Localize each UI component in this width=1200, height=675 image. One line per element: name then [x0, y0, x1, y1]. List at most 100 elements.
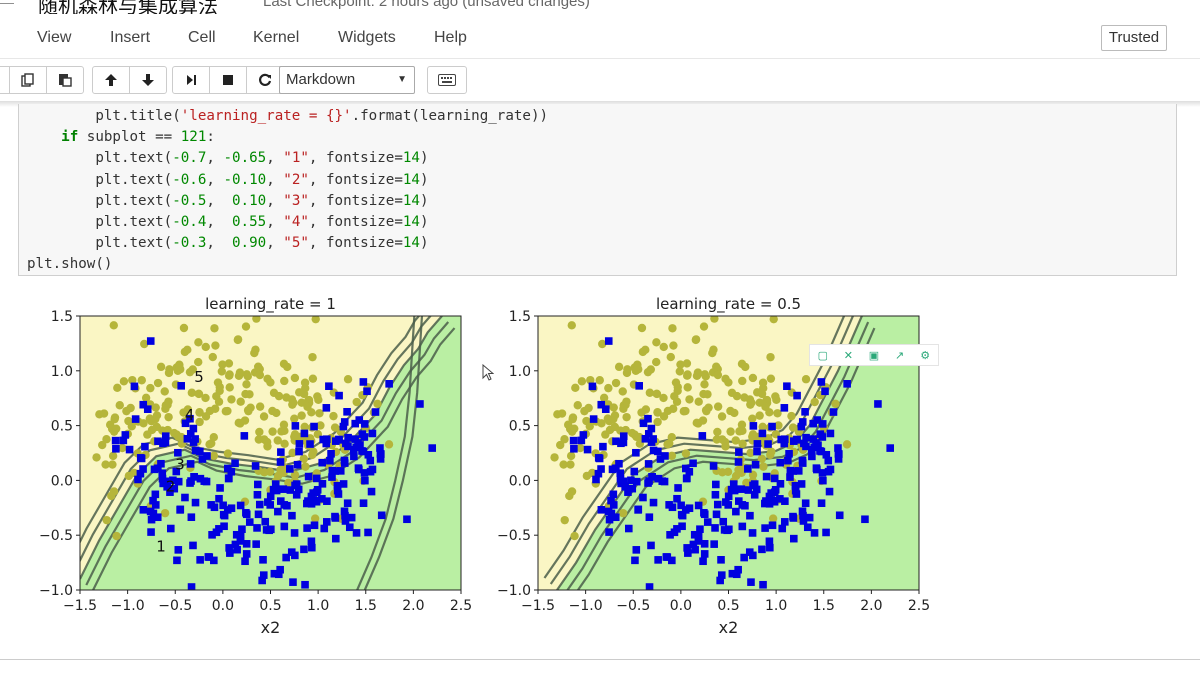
figure-share-icon[interactable]: ↗ — [894, 349, 905, 362]
class1-point — [728, 569, 737, 578]
class0-point — [300, 378, 310, 387]
class1-point — [719, 517, 728, 526]
annotation-label: 1 — [156, 538, 166, 556]
class1-point — [293, 460, 302, 469]
class1-point — [161, 477, 170, 486]
class1-point — [741, 501, 749, 510]
class1-point — [371, 408, 380, 416]
class0-point — [567, 321, 576, 330]
menu-widgets[interactable]: Widgets — [338, 29, 396, 46]
class0-point — [659, 342, 668, 352]
class1-point — [236, 532, 245, 541]
code-cell[interactable]: plt.title('learning_rate = {}'.format(le… — [18, 104, 1177, 276]
class1-point — [749, 551, 757, 560]
restart-button[interactable] — [247, 67, 283, 93]
figure-settings-icon[interactable]: ⚙ — [920, 349, 931, 362]
class1-point — [318, 480, 327, 488]
class1-point — [608, 465, 617, 474]
class1-point — [196, 474, 205, 483]
paste-button[interactable] — [47, 67, 83, 93]
menu-insert[interactable]: Insert — [110, 29, 151, 46]
class1-point — [157, 459, 165, 468]
class0-point — [244, 406, 253, 416]
class1-point — [717, 571, 726, 579]
class0-point — [668, 324, 677, 333]
class0-point — [240, 416, 250, 425]
class0-point — [194, 338, 203, 347]
class1-point — [187, 583, 196, 590]
class1-point — [694, 532, 703, 541]
figure-expand-icon[interactable]: ✕ — [843, 349, 853, 362]
class1-point — [821, 387, 829, 396]
class0-point — [139, 419, 148, 428]
class1-point — [312, 474, 321, 483]
class1-point — [242, 508, 250, 517]
class1-point — [644, 479, 652, 487]
class1-point — [716, 576, 724, 585]
keyboard-shortcuts-button[interactable] — [427, 66, 467, 94]
class0-point — [95, 410, 104, 419]
class1-point — [231, 459, 239, 468]
class0-point — [225, 383, 234, 392]
class1-point — [340, 456, 349, 465]
class1-point — [766, 543, 774, 552]
class0-point — [242, 380, 251, 389]
class0-point — [160, 508, 170, 518]
figure-save-icon[interactable]: ▢ — [817, 349, 828, 362]
code-editor[interactable]: plt.title('learning_rate = {}'.format(le… — [27, 106, 548, 276]
notebook-title[interactable]: 随机森林与集成算法 — [38, 0, 218, 14]
class1-point — [306, 440, 314, 448]
class1-point — [147, 528, 155, 536]
class1-point — [674, 484, 682, 492]
class1-point — [269, 485, 278, 494]
menu-view[interactable]: View — [37, 29, 72, 46]
class1-point — [303, 524, 311, 532]
cut-button[interactable] — [0, 67, 10, 93]
menu-kernel[interactable]: Kernel — [253, 29, 300, 46]
class0-point — [669, 341, 678, 350]
class1-point — [649, 446, 658, 455]
class1-point — [333, 486, 342, 495]
y-tick-label: −1.0 — [497, 583, 531, 599]
class0-point — [300, 422, 309, 432]
class0-point — [195, 407, 204, 417]
copy-button[interactable] — [10, 67, 47, 93]
class1-point — [703, 518, 712, 526]
class1-point — [363, 387, 371, 396]
class0-point — [233, 335, 243, 344]
class0-point — [195, 417, 204, 427]
class1-point — [710, 540, 718, 548]
class1-point — [810, 529, 819, 537]
stop-button[interactable] — [210, 67, 247, 93]
decision-contour-right — [356, 316, 416, 590]
class1-point — [339, 422, 348, 431]
class0-point — [274, 391, 284, 401]
class0-point — [127, 422, 136, 431]
class1-point — [758, 429, 767, 438]
class0-point — [205, 406, 215, 416]
annotation-label: 2 — [166, 477, 176, 495]
class1-point — [345, 523, 354, 532]
class1-point — [190, 473, 198, 481]
move-up-button[interactable] — [93, 67, 130, 93]
cell-type-select[interactable]: Markdown ▼ — [279, 66, 415, 94]
class1-point — [183, 434, 192, 443]
figure-download-icon[interactable]: ▣ — [868, 349, 880, 362]
class1-point — [352, 529, 361, 537]
class0-point — [290, 430, 300, 439]
class1-point — [196, 447, 204, 456]
trusted-badge[interactable]: Trusted — [1101, 25, 1167, 51]
class1-point — [343, 408, 351, 416]
menu-help[interactable]: Help — [434, 29, 467, 46]
menu-cell[interactable]: Cell — [188, 29, 216, 46]
class1-point — [360, 433, 369, 441]
class1-point — [740, 553, 748, 562]
x-tick-label: 2.5 — [908, 598, 930, 614]
move-down-button[interactable] — [130, 67, 166, 93]
class0-point — [663, 406, 673, 416]
chart-title: learning_rate = 0.5 — [656, 295, 801, 314]
class1-point — [331, 467, 340, 475]
run-button[interactable] — [173, 67, 210, 93]
class1-point — [834, 450, 843, 458]
class0-point — [698, 416, 708, 425]
